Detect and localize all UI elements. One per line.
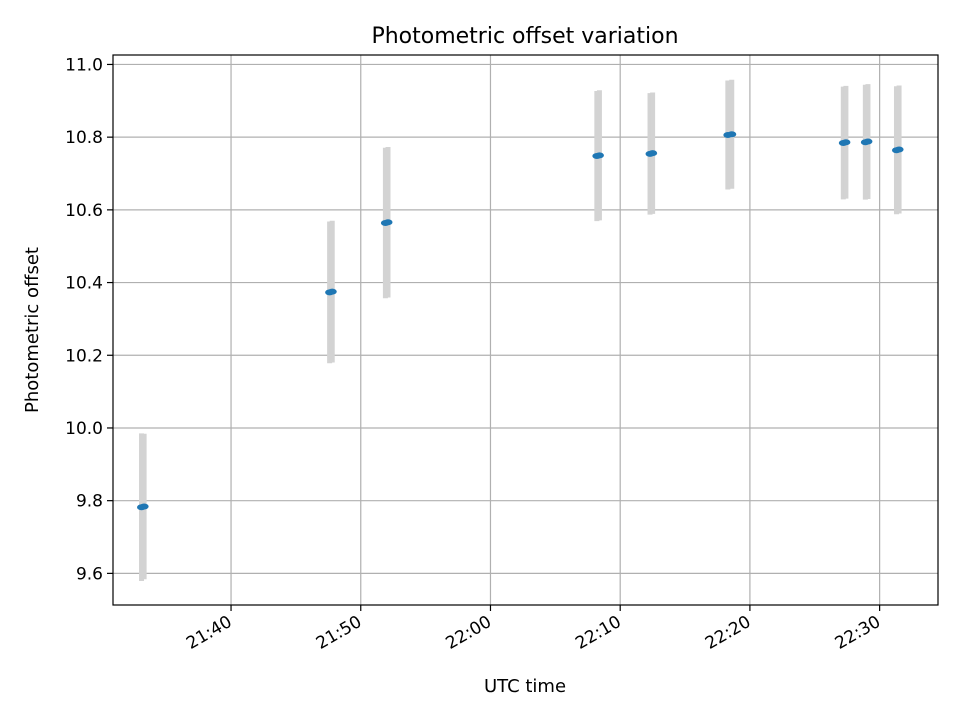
plot-area-background [113,55,938,605]
y-tick-label: 10.8 [65,128,103,148]
y-tick-label: 10.6 [65,201,103,221]
data-point [327,288,337,295]
grid [113,55,938,605]
data-markers [137,131,904,511]
y-tick-label: 10.4 [65,274,103,294]
y-tick-label: 10.2 [65,346,103,366]
y-axis: 9.6 9.8 10.0 10.2 10.4 10.6 10.8 11.0 [65,55,113,584]
data-point [594,152,604,159]
y-tick-label: 9.6 [76,564,103,584]
x-axis-label: UTC time [484,676,566,697]
plot-frame [112,54,939,606]
data-point [727,131,737,138]
y-axis-label: Photometric offset [22,247,43,413]
data-point [894,146,904,153]
data-point [648,150,658,157]
chart-title: Photometric offset variation [371,24,678,49]
data-point [383,219,393,226]
y-tick-label: 9.8 [76,492,103,512]
data-point [863,138,873,145]
y-tick-label: 11.0 [65,55,103,75]
y-tick-label: 10.0 [65,419,103,439]
data-point [841,139,851,146]
data-point [139,503,149,510]
